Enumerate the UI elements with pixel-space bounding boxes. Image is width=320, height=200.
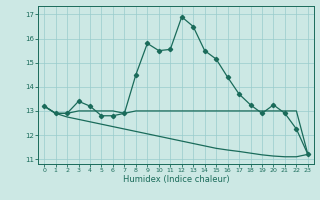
X-axis label: Humidex (Indice chaleur): Humidex (Indice chaleur) [123, 175, 229, 184]
